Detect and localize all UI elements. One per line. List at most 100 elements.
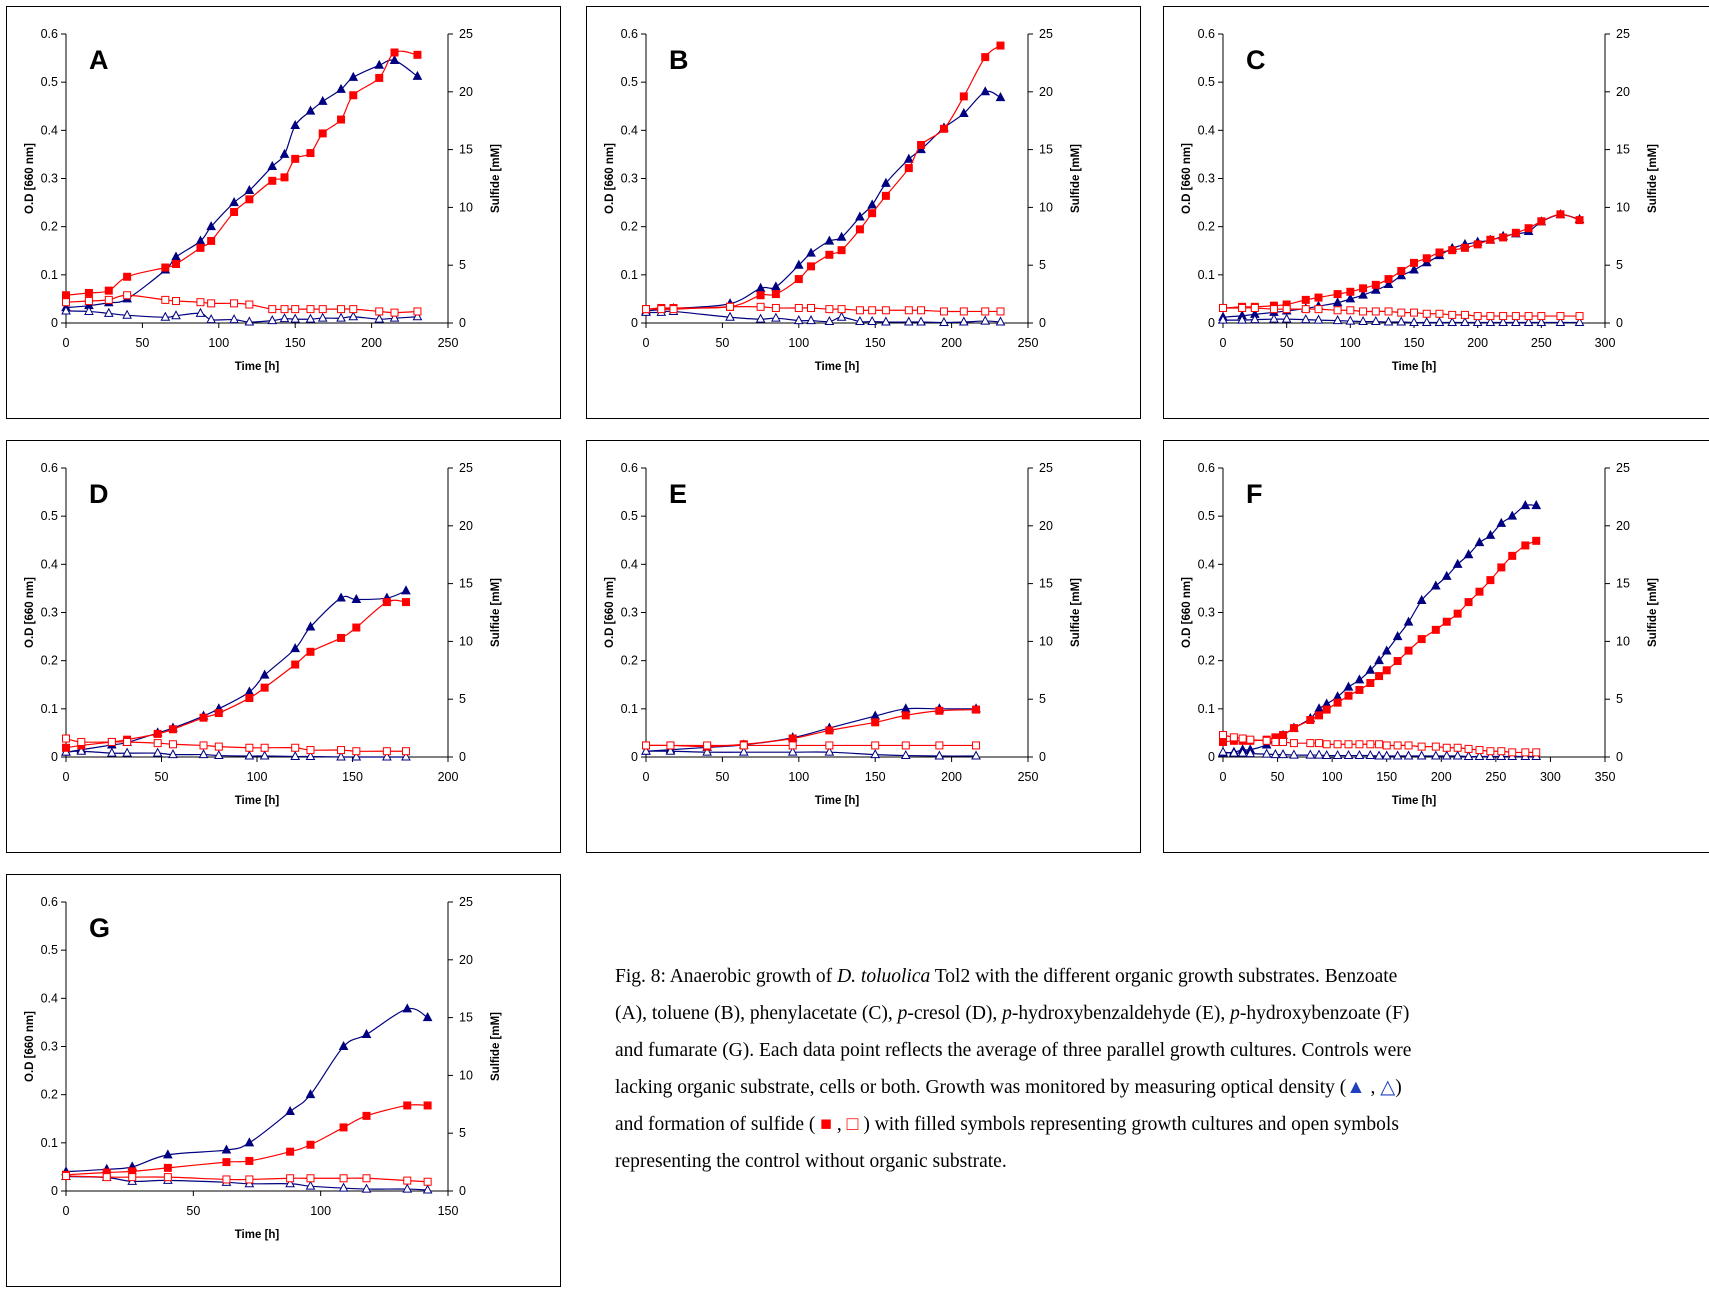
x-tick-label: 200 — [941, 770, 962, 784]
y-tick-label: 0.3 — [621, 606, 638, 620]
y2-axis-title: Sulfide [mM] — [1647, 578, 1659, 647]
x-tick-label: 250 — [1531, 336, 1552, 350]
filled-square-point — [413, 50, 422, 59]
filled-square-point — [401, 598, 410, 607]
filled-square-point — [1393, 657, 1402, 666]
x-axis-title: Time [h] — [1392, 361, 1437, 373]
y2-tick-label: 15 — [1039, 577, 1053, 591]
filled-square-point — [123, 272, 132, 281]
open-square-point — [1473, 312, 1482, 321]
open-square-point — [62, 1171, 70, 1180]
open-triangle-point — [738, 746, 749, 756]
open-square-point — [1486, 747, 1495, 756]
open-square-point — [207, 299, 216, 308]
filled-square-point — [1521, 541, 1530, 550]
y-tick-label: 0.4 — [621, 123, 638, 137]
filled-triangle-point — [1314, 703, 1324, 713]
open-triangle-point — [1447, 316, 1458, 327]
caption-text: -cresol (D), — [907, 1003, 1003, 1024]
open-triangle-point — [824, 315, 835, 326]
y-tick-label: 0.2 — [41, 1088, 58, 1102]
filled-square-point — [245, 195, 254, 204]
y2-tick-label: 15 — [459, 1011, 473, 1025]
filled-triangle-point — [389, 54, 400, 64]
filled-triangle-point — [1463, 549, 1474, 559]
open-triangle-point — [755, 313, 766, 323]
open-square-point — [413, 307, 422, 316]
y-axis-title: O.D [660 nm] — [24, 577, 36, 648]
open-square-icon: □ — [846, 1114, 859, 1135]
y-tick-label: 0.2 — [621, 220, 638, 234]
y2-tick-label: 5 — [459, 258, 466, 272]
open-triangle-point — [171, 310, 181, 320]
filled-square-point — [1575, 216, 1584, 225]
open-triangle-point — [122, 309, 132, 319]
y-tick-label: 0.4 — [1198, 557, 1215, 571]
open-triangle-point — [1261, 748, 1272, 758]
open-triangle-point — [1289, 749, 1299, 759]
open-triangle-point — [980, 315, 991, 325]
open-triangle-point — [1574, 316, 1585, 327]
filled-triangle-point — [285, 1105, 295, 1116]
filled-square-point — [1486, 235, 1495, 244]
open-square-point — [1366, 740, 1375, 749]
open-square-point — [807, 303, 816, 312]
filled-square-point — [260, 683, 269, 692]
open-triangle-point — [267, 315, 278, 325]
filled-triangle-point — [1416, 594, 1427, 604]
filled-triangle-point — [1409, 264, 1419, 274]
open-triangle-point — [1452, 750, 1463, 760]
filled-triangle-point — [1507, 510, 1518, 520]
y-tick-label: 0.3 — [41, 606, 58, 620]
filled-square-point — [1404, 646, 1413, 655]
filled-square-point — [207, 236, 216, 245]
open-triangle-point — [401, 751, 411, 761]
filled-square-point — [84, 288, 93, 297]
y-tick-label: 0.2 — [1198, 654, 1215, 668]
open-triangle-point — [1460, 316, 1470, 327]
filled-square-point — [1524, 224, 1533, 233]
y2-tick-label: 25 — [459, 461, 473, 475]
y2-tick-label: 10 — [459, 200, 473, 214]
open-square-point — [1301, 305, 1310, 314]
y2-tick-label: 5 — [1039, 258, 1046, 272]
panel-letter: C — [1246, 45, 1266, 75]
x-tick-label: 100 — [208, 336, 229, 350]
y-tick-label: 0.5 — [1198, 75, 1215, 89]
filled-triangle-point — [171, 251, 181, 261]
filled-square-point — [1464, 598, 1473, 607]
x-tick-label: 0 — [643, 770, 650, 784]
open-square-point — [1524, 312, 1533, 321]
x-tick-label: 250 — [1018, 770, 1039, 784]
y-tick-label: 0 — [631, 750, 638, 764]
filled-triangle-point — [1403, 616, 1414, 626]
x-tick-label: 50 — [715, 336, 729, 350]
open-square-point — [245, 743, 254, 752]
open-square-point — [1246, 735, 1255, 744]
filled-triangle-point — [402, 1003, 413, 1013]
open-square-point — [1355, 740, 1364, 749]
y2-axis-title: Sulfide [mM] — [1070, 144, 1082, 213]
open-triangle-point — [195, 307, 206, 317]
y-tick-label: 0.6 — [621, 461, 638, 475]
filled-square-point — [1344, 691, 1353, 700]
x-tick-label: 250 — [1485, 770, 1506, 784]
y-axis-title: O.D [660 nm] — [604, 143, 616, 214]
filled-triangle-point — [771, 281, 781, 291]
filled-square-point — [788, 734, 797, 743]
filled-triangle-point — [259, 669, 270, 679]
series-line-a-0 — [65, 59, 418, 309]
open-triangle-point — [206, 314, 216, 324]
filled-square-point — [403, 1101, 412, 1110]
caption-line-3: and fumarate (G). Each data point reflec… — [615, 1040, 1412, 1061]
open-triangle-point — [1441, 750, 1452, 760]
open-square-point — [1384, 307, 1393, 316]
open-triangle-point — [1229, 747, 1239, 757]
y2-tick-label: 5 — [1616, 692, 1623, 706]
y2-tick-label: 5 — [459, 1126, 466, 1140]
y2-axis-title: Sulfide [mM] — [490, 144, 502, 213]
open-square-point — [1497, 747, 1506, 756]
